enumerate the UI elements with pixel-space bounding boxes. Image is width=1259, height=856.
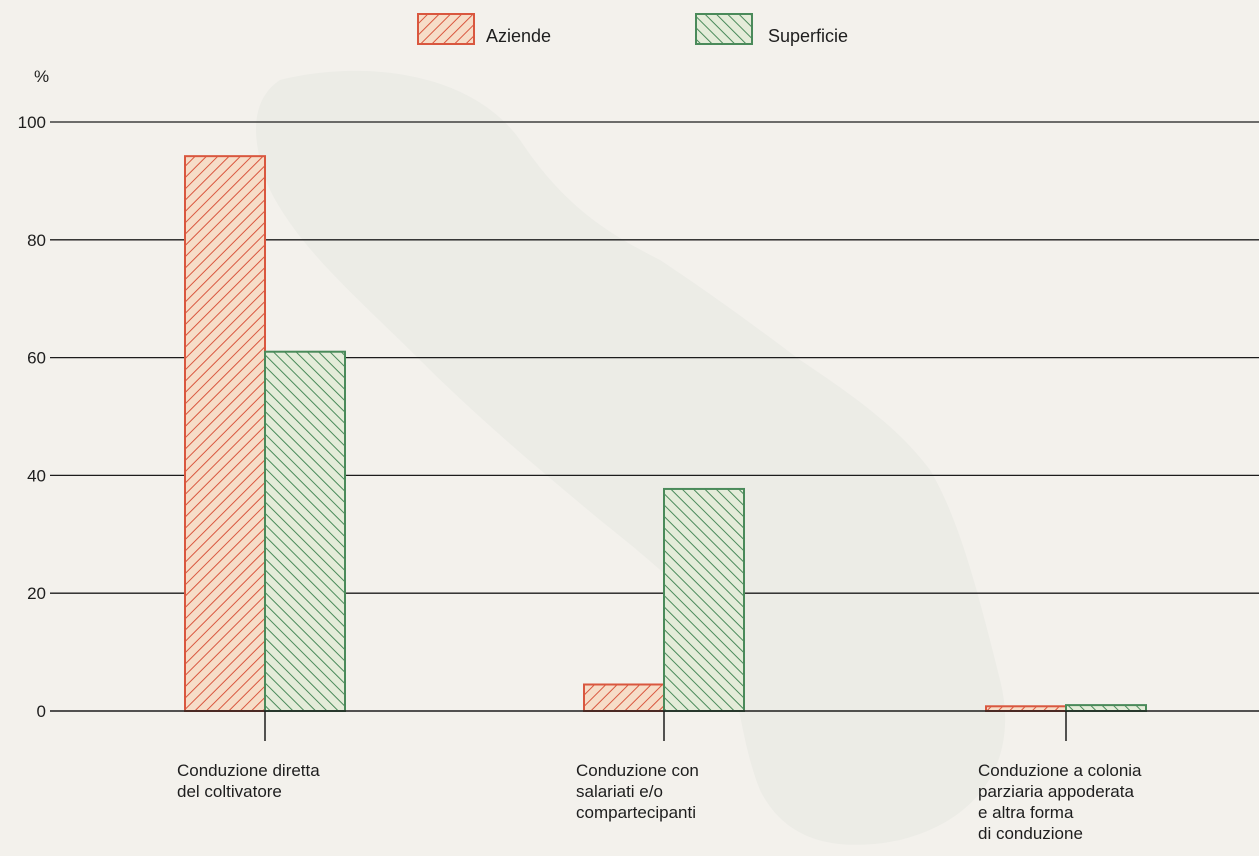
background-map-silhouette [256, 70, 1006, 845]
bar-aziende-2 [583, 683, 665, 712]
y-axis-unit-label: % [34, 67, 49, 86]
legend-swatch-superficie [695, 13, 753, 45]
y-tick-label-20: 20 [27, 584, 46, 603]
bar-superficie-3 [1065, 704, 1147, 712]
category-label-2: Conduzione con salariati e/o compartecipan… [576, 761, 699, 822]
legend-label-aziende: Aziende [486, 26, 551, 46]
bar-aziende-1 [184, 155, 266, 713]
y-tick-label-100: 100 [18, 113, 46, 132]
y-tick-label-80: 80 [27, 231, 46, 250]
category-label-1: Conduzione diretta del coltivatore [177, 761, 320, 801]
category-label-3: Conduzione a colonia parziaria appoderata… [978, 761, 1142, 843]
bar-superficie-2 [663, 487, 745, 712]
legend: Aziende Superficie [417, 13, 848, 46]
legend-label-superficie: Superficie [768, 26, 848, 46]
y-tick-label-40: 40 [27, 466, 46, 485]
y-tick-label-60: 60 [27, 349, 46, 368]
legend-swatch-aziende [417, 13, 475, 45]
bar-superficie-1 [264, 350, 346, 712]
y-tick-label-0: 0 [37, 702, 46, 721]
